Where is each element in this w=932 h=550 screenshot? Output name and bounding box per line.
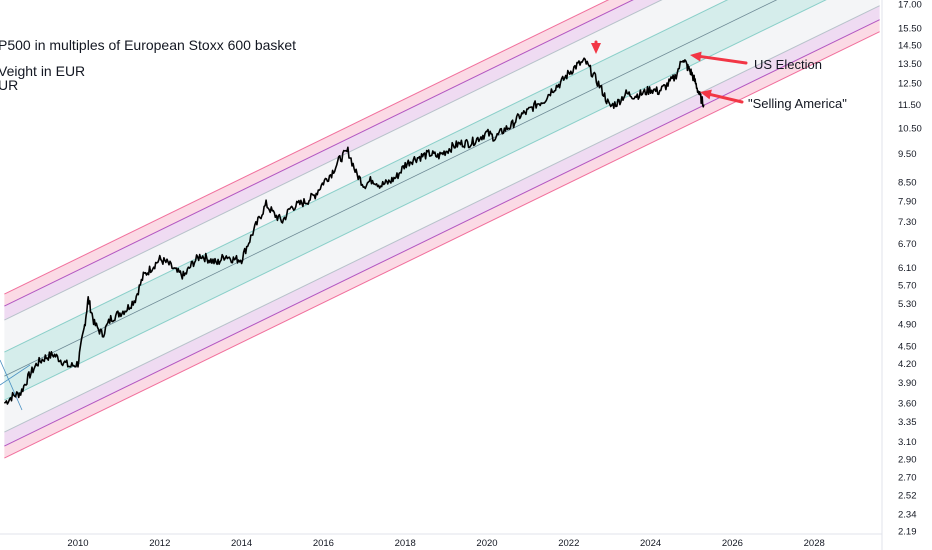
y-tick-label: 2.19	[898, 527, 917, 538]
title-line-1: P500 in multiples of European Stoxx 600 …	[0, 37, 296, 53]
price-line	[3, 57, 705, 405]
x-tick-label: 2024	[640, 538, 661, 549]
y-tick-label: 2.34	[898, 509, 917, 520]
channel-line	[0, 364, 31, 386]
price-series	[3, 57, 705, 405]
y-tick-label: 10.50	[898, 123, 922, 134]
x-tick-label: 2026	[722, 538, 743, 549]
y-tick-label: 4.50	[898, 341, 917, 352]
x-tick-label: 2028	[804, 538, 825, 549]
x-tick-label: 2022	[558, 538, 579, 549]
channel-line	[4, 0, 610, 295]
y-tick-label: 5.30	[898, 299, 917, 310]
y-tick-label: 8.50	[898, 178, 917, 189]
annotation-selling-america: "Selling America"	[748, 96, 847, 111]
arrow-peak-head	[591, 43, 601, 54]
title-line-2: Veight in EUR	[0, 63, 85, 79]
regression-channel	[0, 0, 880, 459]
title-line-3: UR	[0, 77, 18, 93]
arrow-selling-america	[709, 93, 744, 104]
x-tick-label: 2016	[313, 538, 334, 549]
y-tick-label: 7.30	[898, 217, 917, 228]
arrow-us-election	[699, 55, 748, 65]
y-tick-label: 3.10	[898, 437, 917, 448]
x-tick-label: 2014	[231, 538, 252, 549]
x-tick-label: 2010	[67, 538, 88, 549]
channel-line	[4, 0, 827, 401]
channel-line	[4, 0, 778, 377]
channel-band	[4, 0, 880, 433]
y-tick-label: 9.50	[898, 149, 917, 160]
channel-line	[4, 19, 880, 447]
y-tick-label: 3.90	[898, 378, 917, 389]
y-tick-label: 7.90	[898, 197, 917, 208]
x-tick-label: 2018	[395, 538, 416, 549]
channel-line	[4, 0, 729, 353]
channel-line	[4, 31, 880, 459]
y-tick-label: 6.70	[898, 239, 917, 250]
channel-band	[4, 19, 880, 459]
channel-line	[4, 0, 663, 321]
channel-line	[4, 0, 634, 307]
y-tick-label: 5.70	[898, 281, 917, 292]
y-tick-label: 2.52	[898, 490, 917, 501]
x-tick-label: 2020	[476, 538, 497, 549]
y-tick-label: 4.20	[898, 359, 917, 370]
annotation-us-election: US Election	[754, 57, 822, 72]
y-tick-label: 12.50	[898, 79, 922, 90]
y-tick-label: 2.70	[898, 473, 917, 484]
channel-line	[0, 359, 23, 411]
y-tick-label: 13.50	[898, 59, 922, 70]
y-tick-label: 6.10	[898, 263, 917, 274]
y-tick-label: 11.50	[898, 100, 921, 111]
annotations: US Election "Selling America"	[591, 40, 847, 111]
channel-line	[4, 5, 880, 433]
y-tick-label: 4.90	[898, 319, 917, 330]
channel-band	[4, 5, 880, 447]
y-tick-label: 15.50	[898, 23, 922, 34]
y-tick-label: 2.90	[898, 454, 917, 465]
arrow-selling-america-head	[700, 89, 712, 100]
y-tick-label: 3.35	[898, 417, 917, 428]
x-tick-label: 2012	[149, 538, 170, 549]
y-tick-label: 17.00	[898, 0, 922, 11]
x-axis: 2010 2012 2014 2016 2018 2020 2022 2024 2026 2028	[0, 533, 882, 549]
y-axis: 17.00 15.50 14.50 13.50 12.50 11.50 10.50 9.50 8…	[881, 0, 922, 550]
chart-title: P500 in multiples of European Stoxx 600 …	[0, 37, 296, 93]
y-tick-label: 3.60	[898, 399, 917, 410]
y-tick-label: 14.50	[898, 40, 922, 51]
arrow-us-election-head	[690, 51, 702, 62]
